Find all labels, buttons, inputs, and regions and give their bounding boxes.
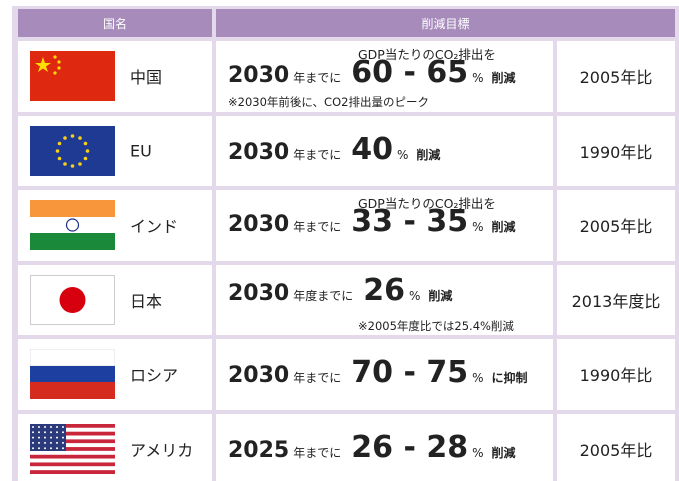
action: 削減 [491, 220, 516, 234]
year: 2030 [228, 63, 290, 88]
base: 2013年度比 [571, 291, 661, 311]
action: 削減 [491, 71, 516, 85]
country-name: インド [130, 217, 179, 237]
target: 26 - 28 [351, 429, 469, 465]
action: 削減 [491, 445, 516, 460]
target: 70 - 75 [351, 355, 469, 390]
target: 40 [351, 131, 393, 167]
target-cell: 2030 年までに 70 - 75% に抑制 [216, 339, 553, 410]
year: 2030 [228, 363, 290, 388]
base: 2005年比 [579, 440, 653, 460]
base-cell: 2005年比 [557, 41, 675, 112]
deadline: 年までに [293, 220, 342, 234]
base: 1990年比 [579, 142, 653, 162]
flag [30, 200, 115, 251]
flag [30, 51, 115, 102]
target: 33 - 35 [351, 204, 469, 239]
deadline: 年度までに [293, 288, 354, 303]
note-below: ※2005年度比では25.4%削減 [358, 318, 514, 333]
country-cell: 中国 [18, 41, 212, 112]
action: 削減 [428, 288, 453, 303]
year: 2030 [228, 280, 290, 306]
unit: % [472, 371, 484, 385]
deadline: 年までに [293, 371, 342, 385]
target-cell: 2030 年までに 40% 削減 [216, 115, 553, 186]
deadline: 年までに [293, 71, 342, 85]
country-name: アメリカ [130, 440, 194, 460]
note-above: GDP当たりのCO₂排出を [358, 47, 496, 62]
country-cell: インド [18, 190, 212, 261]
note-above: GDP当たりのCO₂排出を [358, 196, 496, 211]
target-line: 2030 年度までに 26% 削減 [228, 273, 452, 308]
unit: % [409, 288, 421, 303]
table: 国名 削減目標 中国 2030 年までに 60 - 65% 削減 GDP当たりのCO₂排出… [12, 6, 679, 481]
note-below: ※2030年前後に、CO2排出量のピーク [228, 95, 429, 109]
target-cell: 2030 年度までに 26% 削減 ※2005年度比では25.4%削減 [216, 264, 553, 335]
base: 2005年比 [579, 217, 653, 237]
country-cell: 日本 [18, 264, 212, 335]
country-cell: アメリカ [18, 413, 212, 481]
base-cell: 2013年度比 [557, 264, 675, 335]
base-cell: 2005年比 [557, 413, 675, 481]
deadline: 年までに [293, 445, 342, 460]
country-name: 日本 [130, 291, 163, 311]
target-line: 2030 年までに 33 - 35% 削減 [228, 204, 516, 239]
flag [30, 423, 115, 474]
flag [30, 274, 115, 325]
year: 2030 [228, 212, 290, 237]
base-cell: 1990年比 [557, 115, 675, 186]
header-cell: 国名 [18, 9, 212, 37]
target-line: 2030 年までに 70 - 75% に抑制 [228, 355, 528, 390]
unit: % [397, 147, 409, 162]
target-line: 2030 年までに 40% 削減 [228, 132, 440, 167]
target-cell: 2030 年までに 33 - 35% 削減 GDP当たりのCO₂排出を [216, 190, 553, 261]
base-cell: 2005年比 [557, 190, 675, 261]
target-cell: 2025 年までに 26 - 28% 削減 [216, 413, 553, 481]
target-line: 2030 年までに 60 - 65% 削減 [228, 55, 516, 90]
base-cell: 1990年比 [557, 339, 675, 410]
country-name: EU [130, 141, 152, 161]
unit: % [472, 71, 484, 85]
country-cell: ロシア [18, 339, 212, 410]
unit: % [472, 445, 484, 460]
country-name: 中国 [130, 68, 163, 88]
header-cell: 削減目標 [216, 9, 675, 37]
base: 1990年比 [579, 366, 653, 386]
year: 2025 [228, 437, 290, 463]
target-line: 2025 年までに 26 - 28% 削減 [228, 430, 516, 465]
target: 60 - 65 [351, 55, 469, 90]
action: に抑制 [491, 371, 528, 385]
target-cell: 2030 年までに 60 - 65% 削減 GDP当たりのCO₂排出を ※2030年前後に… [216, 41, 553, 112]
flag [30, 125, 115, 176]
unit: % [472, 220, 484, 234]
action: 削減 [416, 147, 441, 162]
target: 26 [363, 272, 405, 308]
flag [30, 349, 115, 400]
year: 2030 [228, 139, 290, 165]
deadline: 年までに [293, 147, 342, 162]
base: 2005年比 [579, 68, 653, 88]
country-name: ロシア [130, 366, 179, 386]
country-cell: EU [18, 115, 212, 186]
